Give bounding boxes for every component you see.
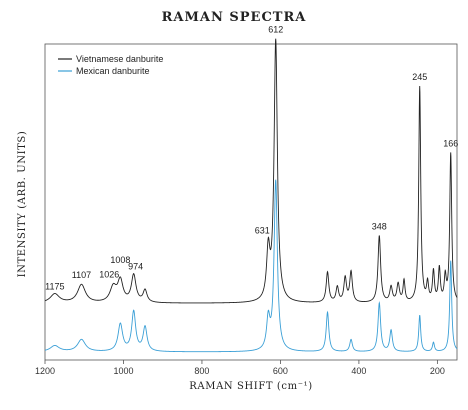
legend-label-mexican: Mexican danburite	[76, 66, 150, 76]
chart-title: RAMAN SPECTRA	[161, 10, 307, 25]
x-axis-label: RAMAN SHIFT (cm⁻¹)	[189, 381, 312, 392]
peak-label: 348	[372, 221, 387, 231]
legend-label-vietnamese: Vietnamese danburite	[76, 54, 163, 64]
x-tick-label: 1200	[35, 366, 55, 376]
peak-label: 1107	[72, 270, 91, 280]
peak-label: 1026	[99, 270, 119, 280]
peak-label: 631	[255, 226, 270, 236]
y-axis-label: INTENSITY (ARB. UNITS)	[17, 131, 28, 278]
x-tick-label: 1000	[113, 366, 133, 376]
x-tick-label: 800	[194, 366, 209, 376]
x-tick-label: 200	[430, 366, 445, 376]
peak-label: 245	[412, 72, 427, 82]
legend: Vietnamese danburite Mexican danburite	[58, 54, 163, 76]
x-tick-label: 600	[273, 366, 288, 376]
peak-label: 1008	[110, 255, 130, 265]
peak-label: 612	[268, 25, 283, 35]
peak-label: 166	[443, 138, 458, 148]
peak-label: 1175	[45, 281, 64, 291]
x-ticks: 1200 1000 800 600 400 200	[35, 360, 445, 376]
plot-frame	[44, 43, 458, 361]
series-line-mexican	[44, 179, 458, 353]
x-tick-label: 400	[351, 366, 366, 376]
series-line-vietnamese	[44, 38, 458, 304]
peak-label: 974	[128, 262, 143, 272]
series-lines	[44, 38, 458, 353]
